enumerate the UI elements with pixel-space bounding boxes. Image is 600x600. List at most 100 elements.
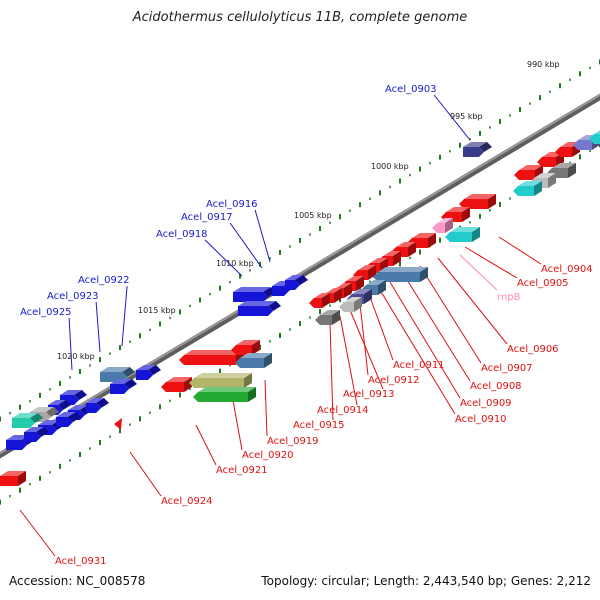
gene-label-reverse: Acel_0905 xyxy=(517,278,569,289)
gene-arrow-face xyxy=(555,147,572,157)
gene-label-reverse: Acel_0911 xyxy=(393,360,445,371)
gene-arrow-face xyxy=(432,223,445,233)
gene-arrow-face xyxy=(537,157,556,167)
gene-arrow-top xyxy=(60,390,82,395)
gene-arrow-side xyxy=(244,373,252,388)
gene-labels: Acel_0903 Acel_0916 Acel_0917 Acel_0918 Acel… xyxy=(20,84,593,567)
gene-arrow-top xyxy=(346,276,364,281)
gene-label-reverse: Acel_0910 xyxy=(455,414,507,425)
gene-arrow-face xyxy=(589,134,600,144)
gene-arrow-top xyxy=(344,297,362,302)
gene-arrow-side xyxy=(18,471,26,486)
gene-arrow-side xyxy=(322,293,330,308)
leader-line xyxy=(68,317,73,371)
gene-arrow-side xyxy=(472,227,480,242)
leader-line xyxy=(129,451,162,497)
gene-arrow xyxy=(235,353,272,368)
gene-arrow-top xyxy=(100,367,130,372)
gene-arrow-top xyxy=(194,373,252,378)
gene-arrow-face xyxy=(463,147,484,157)
gene-arrow-top xyxy=(366,280,386,285)
gene-label-forward: Acel_0917 xyxy=(181,212,233,223)
gene-arrow-side xyxy=(264,353,272,368)
gene-arrow-face xyxy=(86,403,101,413)
gene-arrow-face xyxy=(238,306,273,316)
scale-tick-label: 1020 kbp xyxy=(57,352,95,361)
gene-label-reverse: Acel_0907 xyxy=(481,363,533,374)
gene-arrow xyxy=(339,297,362,312)
gene-arrow-top xyxy=(24,427,44,432)
gene-arrow-side xyxy=(548,173,556,188)
gene-arrow xyxy=(445,227,480,242)
gene-label-reverse: Acel_0920 xyxy=(242,450,294,461)
gene-arrow xyxy=(233,287,276,302)
gene-arrow-side xyxy=(252,340,260,355)
gene-arrow-side xyxy=(36,427,49,437)
gene-arrow-face xyxy=(193,392,248,402)
gene-arrow-side xyxy=(148,365,161,375)
gene-arrow-top xyxy=(396,242,416,247)
leader-line xyxy=(264,379,268,437)
gene-arrow xyxy=(136,365,161,380)
leader-line xyxy=(379,289,456,415)
leader-line xyxy=(437,257,508,345)
gene-arrow xyxy=(161,377,192,392)
leader-line xyxy=(95,301,101,353)
gene-arrow-side xyxy=(46,407,59,417)
gene-arrow-face xyxy=(56,417,73,427)
gene-arrow-side xyxy=(479,142,492,152)
gene-arrow-side xyxy=(408,242,416,257)
gene-arrow xyxy=(459,194,496,209)
gene-label-rna: rnpB xyxy=(497,292,521,303)
leader-line xyxy=(389,281,461,399)
gene-arrow-top xyxy=(464,194,496,199)
gene-arrow-side xyxy=(124,379,137,389)
gene-label-forward: Acel_0923 xyxy=(47,291,99,302)
gene-arrow-top xyxy=(534,173,556,178)
gene-label-reverse: Acel_0919 xyxy=(267,436,319,447)
gene-arrow-face xyxy=(339,302,354,312)
leader-line xyxy=(231,394,243,451)
leader-line xyxy=(464,246,518,279)
scale-tick-label: 1010 kbp xyxy=(216,259,254,268)
gene-arrow-top xyxy=(12,413,38,418)
gene-arrow-top xyxy=(594,130,600,134)
gene-arrow-top xyxy=(320,310,340,315)
gene-arrow-face xyxy=(189,378,244,388)
gene-label-reverse: Acel_0915 xyxy=(293,420,345,431)
label-leader-lines xyxy=(19,94,542,557)
gene-arrow-top xyxy=(314,293,330,298)
leader-line xyxy=(349,309,384,390)
gene-arrow-face xyxy=(445,232,472,242)
gene-arrow-top xyxy=(437,218,453,223)
gene-arrow-face xyxy=(459,199,488,209)
gene-arrow-side xyxy=(74,390,87,400)
gene-arrow-face xyxy=(179,355,236,365)
gene-arrow-side xyxy=(378,280,386,295)
gene-arrow xyxy=(373,267,428,282)
gene-label-forward: Acel_0925 xyxy=(20,307,72,318)
gene-label-forward: Acel_0918 xyxy=(156,229,208,240)
gene-arrow-side xyxy=(364,289,372,304)
leader-line xyxy=(204,239,243,277)
leader-line xyxy=(459,254,498,291)
leader-line xyxy=(433,94,471,141)
gene-arrow-face xyxy=(136,370,153,380)
gene-arrow-face xyxy=(285,280,300,290)
gene-arrow xyxy=(589,130,600,144)
gene-arrow-side xyxy=(334,288,342,303)
scale-tick-label: 1000 kbp xyxy=(371,162,409,171)
gene-arrow-side xyxy=(356,276,364,291)
gene-arrow-face xyxy=(573,140,592,150)
gene-arrow-top xyxy=(86,398,104,403)
gene-arrow-face xyxy=(315,315,332,325)
scale-tick-label: 1015 kbp xyxy=(138,306,176,315)
gene-label-reverse: Acel_0924 xyxy=(161,496,213,507)
gene-label-reverse: Acel_0913 xyxy=(343,389,395,400)
scale-tick-labels: 990 kbp 995 kbp 1000 kbp 1005 kbp 1010 kbp 10… xyxy=(57,60,560,361)
leader-line xyxy=(339,315,358,406)
gene-arrow xyxy=(231,340,260,355)
gene-arrow-side xyxy=(30,413,43,423)
